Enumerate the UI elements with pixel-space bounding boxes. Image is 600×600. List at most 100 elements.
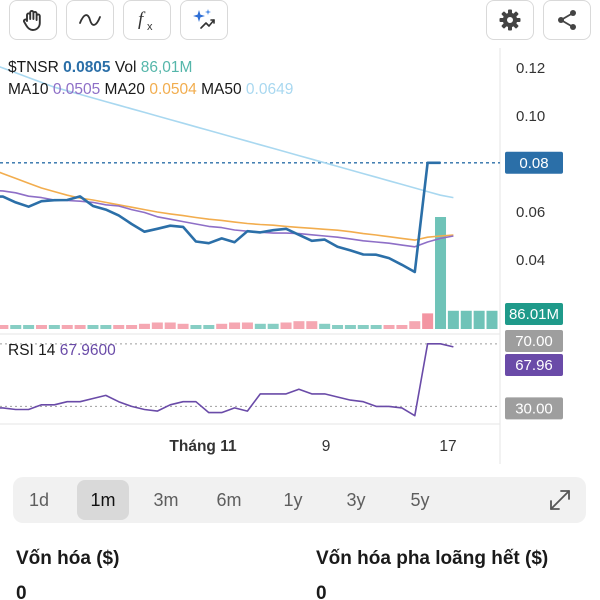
y-tick-label: 0.06 bbox=[516, 204, 545, 221]
y-tick-label: 0.10 bbox=[516, 108, 545, 125]
volume-bar bbox=[293, 321, 305, 329]
market-cap-stat: Vốn hóa ($) 0 bbox=[16, 548, 119, 600]
volume-bar bbox=[0, 325, 9, 329]
volume-bar bbox=[422, 313, 434, 329]
volume-bar bbox=[35, 325, 47, 329]
legend-ma20-value: 0.0504 bbox=[149, 81, 197, 98]
legend-ma10-label: MA10 bbox=[8, 81, 49, 98]
legend-vol-label: Vol bbox=[114, 59, 137, 76]
function-tool-button[interactable]: f x bbox=[123, 0, 171, 40]
legend-price: 0.0805 bbox=[63, 59, 111, 76]
volume-bar bbox=[486, 310, 498, 329]
volume-bar bbox=[190, 325, 202, 329]
rsi-value-tag-bg bbox=[505, 354, 563, 376]
svg-text:x: x bbox=[147, 21, 153, 33]
volume-bar bbox=[87, 325, 99, 329]
volume-bar bbox=[344, 325, 356, 329]
rsi-low-tag-bg bbox=[505, 397, 563, 420]
rsi-high-tag: 70.00 bbox=[515, 333, 553, 350]
range-1y-button[interactable]: 1y bbox=[283, 489, 303, 510]
settings-button[interactable] bbox=[486, 0, 534, 40]
volume-bar bbox=[383, 325, 395, 329]
volume-bar bbox=[460, 310, 472, 329]
rsi-value-tag: 67.96 bbox=[515, 357, 553, 374]
volume-tag-bg bbox=[505, 303, 563, 325]
x-tick-label: 17 bbox=[439, 438, 456, 455]
legend-ma10-value: 0.0505 bbox=[52, 81, 101, 98]
range-3y-button[interactable]: 3y bbox=[346, 489, 366, 510]
price-tag-bg bbox=[505, 151, 563, 174]
volume-tag: 86.01M bbox=[509, 306, 559, 323]
volume-bar bbox=[254, 323, 266, 329]
range-6m-button[interactable]: 6m bbox=[216, 489, 242, 510]
range-1d-button[interactable]: 1d bbox=[28, 489, 50, 510]
volume-bar bbox=[357, 325, 369, 329]
range-1m-button[interactable]: 1m bbox=[77, 480, 129, 520]
expand-icon[interactable] bbox=[547, 487, 573, 513]
rsi-low-tag: 30.00 bbox=[515, 400, 553, 417]
volume-bar bbox=[241, 322, 253, 329]
volume-bar bbox=[435, 217, 447, 329]
volume-bar bbox=[319, 323, 331, 329]
volume-bar bbox=[113, 325, 125, 329]
y-tick-label: 0.04 bbox=[516, 252, 545, 269]
range-5y-button[interactable]: 5y bbox=[410, 489, 430, 510]
volume-bar bbox=[280, 322, 292, 329]
volume-bar bbox=[100, 325, 112, 329]
volume-bar bbox=[138, 323, 150, 329]
legend-vol-value: 86,01M bbox=[140, 59, 193, 76]
price-chart[interactable]: 0.120.100.060.040.020.0886.01M70.0067.96… bbox=[0, 48, 600, 464]
volume-bar bbox=[23, 325, 35, 329]
price-lines bbox=[0, 66, 500, 274]
line-tool-icon bbox=[79, 14, 101, 26]
ai-indicator-button[interactable] bbox=[180, 0, 228, 40]
share-icon bbox=[558, 10, 576, 30]
volume-bar bbox=[48, 325, 60, 329]
market-cap-label: Vốn hóa ($) bbox=[16, 548, 120, 569]
ma-legend: MA10 0.0505 MA20 0.0504 MA50 0.0649 bbox=[8, 80, 293, 100]
chart-canvas[interactable]: 0.120.100.060.040.020.0886.01M70.0067.96… bbox=[0, 48, 600, 464]
volume-bar bbox=[74, 325, 86, 329]
hand-icon bbox=[23, 10, 41, 31]
legend-rsi-value: 67.9600 bbox=[59, 342, 116, 359]
chart-toolbar: f x bbox=[0, 0, 600, 46]
volume-bar bbox=[396, 325, 408, 329]
market-cap-value: 0 bbox=[16, 583, 27, 600]
rsi-legend: RSI 14 67.9600 bbox=[8, 341, 116, 361]
price-tag: 0.08 bbox=[519, 155, 548, 172]
axis-labels: 0.120.100.060.040.020.0886.01M70.0067.96… bbox=[169, 60, 563, 455]
volume-bar bbox=[229, 322, 241, 329]
legend-ma50-label: MA50 bbox=[201, 81, 242, 98]
series-line-ma50 bbox=[0, 66, 454, 199]
fdv-stat: Vốn hóa pha loãng hết ($) 0 bbox=[316, 548, 548, 600]
volume-bar bbox=[126, 325, 138, 329]
volume-bar bbox=[473, 310, 485, 329]
time-range-selector: 1d 1m 3m 6m 1y 3y 5y bbox=[13, 477, 586, 523]
gear-icon bbox=[499, 9, 521, 31]
sparkle-icon bbox=[193, 9, 215, 29]
volume-bar bbox=[10, 325, 22, 329]
volume-bar bbox=[332, 325, 344, 329]
legend-ma20-label: MA20 bbox=[104, 81, 146, 98]
x-tick-label: Tháng 11 bbox=[169, 438, 237, 455]
volume-bar bbox=[306, 321, 318, 329]
rsi-high-tag-bg bbox=[505, 330, 563, 352]
x-tick-label: 9 bbox=[322, 438, 331, 455]
rsi-line bbox=[0, 343, 454, 417]
hand-tool-button[interactable] bbox=[9, 0, 57, 40]
volume-bar bbox=[151, 322, 163, 329]
volume-bar bbox=[267, 323, 279, 329]
volume-bar bbox=[203, 325, 215, 329]
volume-bar bbox=[447, 310, 459, 329]
rsi-pane bbox=[0, 343, 500, 417]
range-3m-button[interactable]: 3m bbox=[153, 489, 179, 510]
volume-bar bbox=[216, 323, 228, 329]
volume-bar bbox=[61, 325, 73, 329]
share-button[interactable] bbox=[543, 0, 591, 40]
legend-rsi-label: RSI 14 bbox=[8, 342, 56, 359]
volume-bars bbox=[0, 217, 498, 329]
series-line-tnsr bbox=[0, 161, 441, 274]
volume-bar bbox=[164, 322, 176, 329]
line-tool-button[interactable] bbox=[66, 0, 114, 40]
volume-bar bbox=[177, 323, 189, 329]
